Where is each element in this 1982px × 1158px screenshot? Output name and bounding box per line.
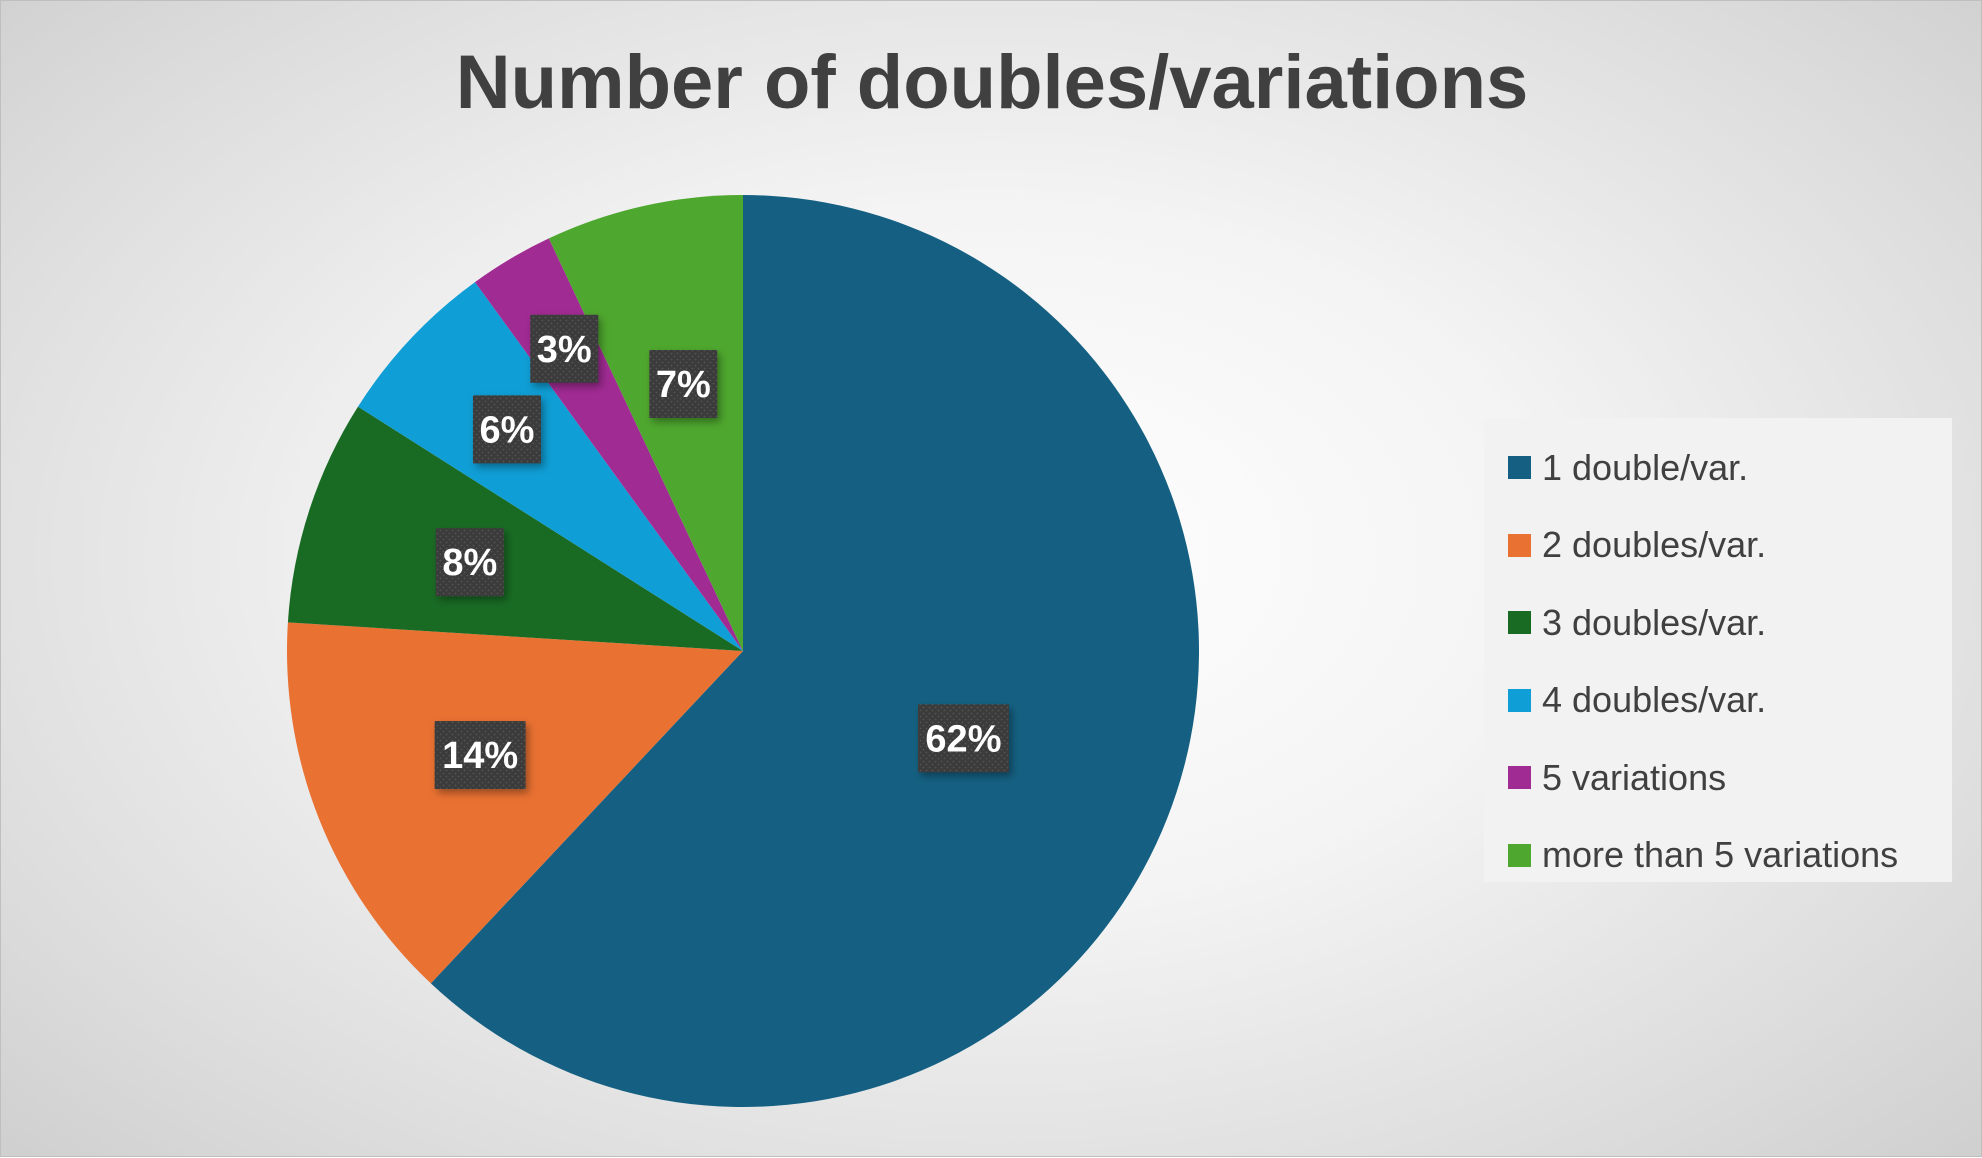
- data-label: 7%: [656, 364, 711, 406]
- legend-swatch: [1508, 533, 1531, 557]
- legend-item: 5 variations: [1484, 739, 1952, 817]
- pie-slice: [430, 195, 1199, 1107]
- legend-label: 3 doubles/var.: [1542, 601, 1767, 643]
- data-label-box: [435, 528, 504, 597]
- data-label: 6%: [480, 409, 535, 451]
- legend-label: 5 variations: [1542, 756, 1727, 798]
- legend-item: 2 doubles/var.: [1484, 507, 1952, 585]
- legend-label: 1 double/var.: [1542, 446, 1749, 488]
- pie-slice: [357, 282, 743, 651]
- data-label-box: [530, 314, 599, 383]
- legend-swatch: [1508, 456, 1531, 480]
- legend-item: 1 double/var.: [1484, 429, 1952, 507]
- data-label-box: [649, 349, 718, 418]
- legend-swatch: [1508, 611, 1531, 635]
- legend-item: 4 doubles/var.: [1484, 662, 1952, 740]
- legend-swatch: [1508, 766, 1531, 790]
- chart-title: Number of doubles/variations: [455, 40, 1529, 125]
- legend-label: 4 doubles/var.: [1542, 679, 1767, 721]
- legend: 1 double/var. 2 doubles/var. 3 doubles/var…: [1484, 418, 1952, 882]
- pie-slice: [287, 406, 743, 651]
- legend-item: 3 doubles/var.: [1484, 584, 1952, 662]
- data-label: 14%: [442, 735, 518, 777]
- legend-label: 2 doubles/var.: [1542, 524, 1767, 566]
- pie-slice: [548, 195, 743, 651]
- pie-slice: [286, 622, 743, 984]
- data-label-box: [917, 704, 1009, 773]
- legend-label: more than 5 variations: [1542, 834, 1899, 876]
- data-label: 62%: [925, 718, 1001, 760]
- legend-swatch: [1508, 843, 1531, 867]
- data-label: 3%: [537, 329, 592, 371]
- legend-swatch: [1508, 688, 1531, 712]
- data-label-box: [472, 395, 541, 464]
- legend-item: more than 5 variations: [1484, 817, 1952, 895]
- data-label: 8%: [442, 542, 497, 584]
- data-label-box: [434, 721, 526, 790]
